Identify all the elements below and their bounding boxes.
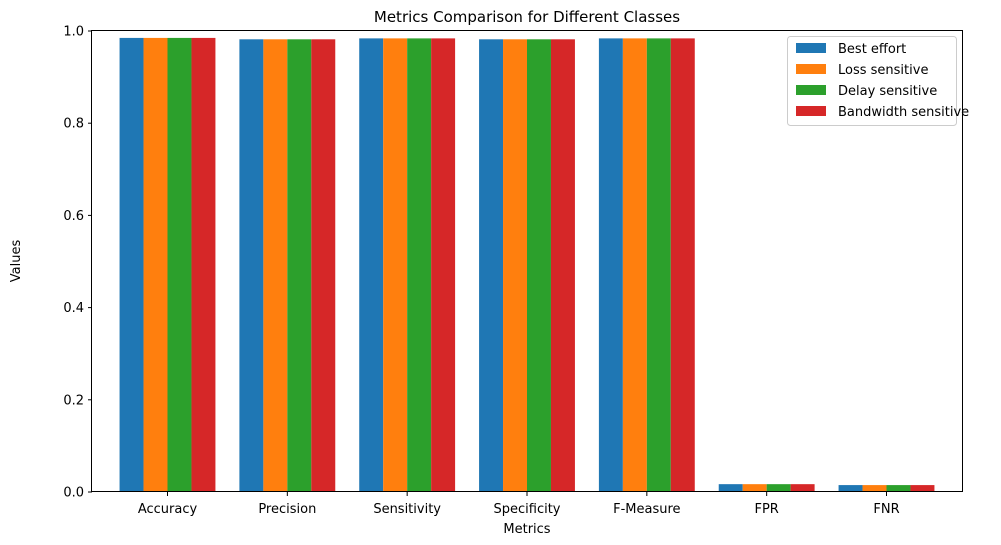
bar-best-effort-sensitivity bbox=[359, 38, 384, 492]
bar-delay-sensitive-specificity bbox=[527, 39, 551, 492]
y-tick-label: 1.0 bbox=[63, 25, 84, 40]
bar-bandwidth-sensitive-fnr bbox=[910, 485, 935, 492]
legend-swatch-best-effort bbox=[796, 43, 826, 53]
bar-loss-sensitive-specificity bbox=[503, 39, 527, 492]
bar-loss-sensitive-precision bbox=[263, 39, 288, 492]
x-axis-ticks: Accuracy Precision Sensitivity Specificity F… bbox=[138, 492, 900, 517]
y-tick-label: 0.4 bbox=[63, 301, 84, 316]
legend-swatch-loss-sensitive bbox=[796, 64, 826, 74]
bar-delay-sensitive-accuracy bbox=[167, 37, 192, 492]
bar-delay-sensitive-precision bbox=[287, 39, 312, 492]
bar-best-effort-specificity bbox=[479, 39, 504, 492]
legend-label-delay-sensitive: Delay sensitive bbox=[838, 84, 937, 99]
bar-loss-sensitive-accuracy bbox=[143, 37, 168, 492]
bar-best-effort-f-measure bbox=[598, 38, 623, 492]
bar-best-effort-fnr bbox=[838, 485, 863, 492]
legend-box bbox=[787, 36, 957, 126]
x-tick-label-accuracy: Accuracy bbox=[138, 502, 198, 517]
x-tick-label-sensitivity: Sensitivity bbox=[373, 502, 441, 517]
bar-delay-sensitive-fpr bbox=[766, 484, 791, 492]
y-tick-label: 0.2 bbox=[63, 393, 84, 408]
bar-delay-sensitive-fnr bbox=[886, 485, 911, 492]
bar-best-effort-accuracy bbox=[119, 37, 144, 492]
y-tick-label: 0.6 bbox=[63, 209, 84, 224]
x-tick-label-fpr: FPR bbox=[754, 502, 778, 517]
bar-bandwidth-sensitive-fpr bbox=[790, 484, 815, 492]
legend-swatch-delay-sensitive bbox=[796, 85, 826, 95]
bar-bandwidth-sensitive-precision bbox=[311, 39, 336, 492]
legend: Best effort Loss sensitive Delay sensitive… bbox=[787, 36, 969, 126]
x-tick-label-specificity: Specificity bbox=[494, 502, 561, 517]
bar-delay-sensitive-sensitivity bbox=[407, 38, 432, 492]
x-axis-label: Metrics bbox=[503, 522, 550, 537]
bar-loss-sensitive-sensitivity bbox=[383, 38, 408, 492]
x-tick-label-f-measure: F-Measure bbox=[613, 502, 680, 517]
y-axis-ticks: 0.0 0.2 0.4 0.6 0.8 1.0 bbox=[63, 25, 92, 501]
bar-bandwidth-sensitive-specificity bbox=[550, 39, 575, 492]
y-tick-label: 0.0 bbox=[63, 486, 84, 501]
legend-swatch-bandwidth-sensitive bbox=[796, 106, 826, 116]
plot-frame bbox=[91, 30, 963, 492]
bars-layer bbox=[119, 37, 935, 492]
bar-best-effort-precision bbox=[239, 39, 264, 492]
bar-loss-sensitive-fpr bbox=[742, 484, 767, 492]
legend-label-bandwidth-sensitive: Bandwidth sensitive bbox=[838, 105, 969, 120]
chart-title: Metrics Comparison for Different Classes bbox=[374, 8, 680, 26]
bar-loss-sensitive-fnr bbox=[862, 485, 887, 492]
y-tick-label: 0.8 bbox=[63, 117, 84, 132]
legend-label-best-effort: Best effort bbox=[838, 42, 906, 57]
x-tick-label-precision: Precision bbox=[258, 502, 316, 517]
legend-label-loss-sensitive: Loss sensitive bbox=[838, 63, 928, 78]
bar-loss-sensitive-f-measure bbox=[622, 38, 647, 492]
x-tick-label-fnr: FNR bbox=[873, 502, 899, 517]
bar-delay-sensitive-f-measure bbox=[646, 38, 671, 492]
bar-bandwidth-sensitive-accuracy bbox=[191, 37, 216, 492]
bar-best-effort-fpr bbox=[718, 484, 743, 492]
y-axis-label: Values bbox=[9, 240, 24, 283]
bar-bandwidth-sensitive-sensitivity bbox=[431, 38, 456, 492]
bar-bandwidth-sensitive-f-measure bbox=[670, 38, 695, 492]
